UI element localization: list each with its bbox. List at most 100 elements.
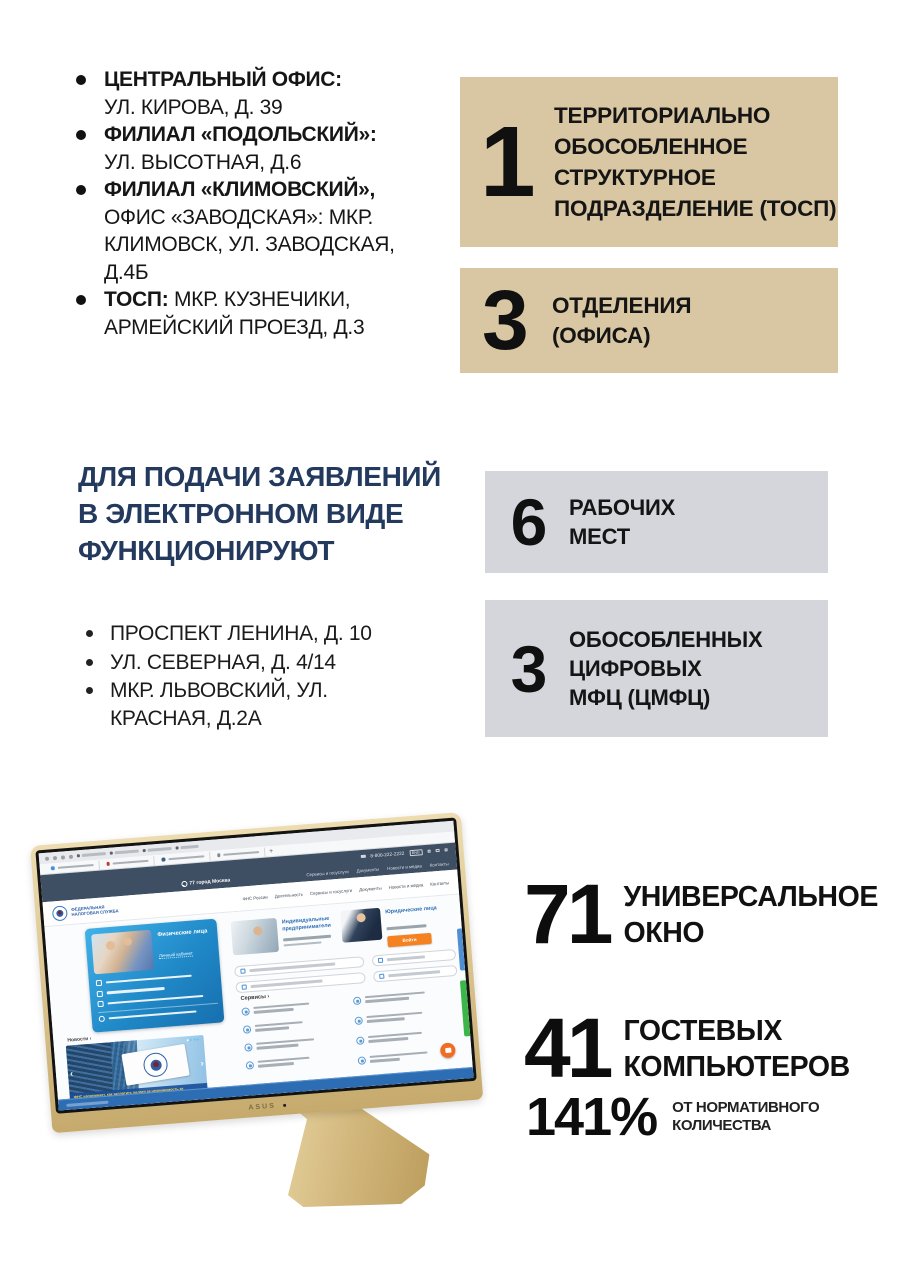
cabinet-icon (241, 1007, 250, 1016)
favicon-icon (50, 866, 55, 871)
service-item (242, 1021, 303, 1034)
doc-icon (97, 1000, 104, 1008)
bookmark-icon (109, 851, 113, 855)
stat-number: 141% (526, 1087, 658, 1147)
nav-item: Сервисы и госуслуги (309, 887, 353, 896)
phone-icon (242, 1025, 252, 1034)
list-item: ПРОСПЕКТ ЛЕНИНА, Д. 10 (80, 620, 410, 648)
grid-icon (98, 1015, 106, 1023)
favicon-icon (161, 857, 166, 862)
family-photo (91, 929, 155, 975)
stat-box-tosp: 1 ТЕРРИТОРИАЛЬНО ОБОСОБЛЕННОЕ СТРУКТУРНО… (460, 77, 838, 247)
electronic-locations-list: ПРОСПЕКТ ЛЕНИНА, Д. 10 УЛ. СЕВЕРНАЯ, Д. … (80, 620, 410, 733)
nav-item: Контакты (430, 879, 450, 887)
calendar-icon (355, 1036, 365, 1045)
globe-icon (244, 1043, 253, 1052)
nav-item: Деятельность (274, 891, 304, 899)
favicon-icon (106, 862, 110, 866)
stat-label: УНИВЕРСАЛЬНОЕ ОКНО (623, 880, 878, 949)
stat-universal-windows: 71 УНИВЕРСАЛЬНОЕ ОКНО (524, 866, 878, 963)
carousel-prev-icon: ‹ (69, 1068, 74, 1079)
news-title: Новости › (67, 1035, 92, 1044)
office-address: УЛ. ВЫСОТНАЯ, Д.6 (104, 150, 302, 174)
service-item (244, 1038, 315, 1052)
refresh-icon (68, 854, 74, 859)
monitor-bezel: + 8-800-222-2222 ENG (35, 817, 477, 1114)
office-title: ФИЛИАЛ «КЛИМОВСКИЙ», (104, 178, 376, 201)
individuals-links (95, 971, 219, 1027)
login-icon (443, 848, 448, 852)
monitor-frame: + 8-800-222-2222 ENG (30, 812, 484, 1134)
stat-number: 3 (510, 631, 548, 706)
stat-label: ОБОСОБЛЕННЫХ ЦИФРОВЫХ МФЦ (ЦМФЦ) (569, 627, 763, 710)
nav-item: Документы (358, 885, 382, 892)
chat-button (439, 1042, 456, 1059)
service-item (245, 1056, 310, 1070)
monitor-photo: + 8-800-222-2222 ENG (30, 812, 493, 1255)
text-placeholder (386, 924, 427, 930)
coins-icon (377, 957, 383, 963)
video-icon (360, 854, 366, 859)
stat-number: 3 (482, 273, 529, 367)
carousel-next-icon: › (200, 1058, 204, 1069)
fns-logo-icon (51, 904, 68, 921)
new-tab-icon: + (268, 847, 274, 855)
appeal-row (372, 964, 458, 983)
site-location: 77 город Москва (189, 877, 231, 887)
stat-box-cmfc: 3 ОБОСОБЛЕННЫХ ЦИФРОВЫХ МФЦ (ЦМФЦ) (485, 600, 828, 737)
fns-logo-text: ФЕДЕРАЛЬНАЯ НАЛОГОВАЯ СЛУЖБА (71, 903, 119, 917)
text-placeholder (283, 940, 322, 947)
site-content: Физические лица Личный кабинет Индивидуа… (44, 894, 474, 1111)
nav-item: Новости и медиа (386, 862, 422, 871)
gear-icon (352, 996, 362, 1006)
bookmark-item (175, 845, 199, 850)
service-item (357, 1051, 428, 1065)
bookmark-icon (175, 846, 179, 850)
doc-icon (245, 1061, 255, 1070)
nav-item: Новости и медиа (388, 881, 424, 890)
bookmark-icon (142, 848, 146, 853)
stat-box-offices: 3 ОТДЕЛЕНИЯ (ОФИСА) (460, 268, 838, 373)
stat-label: ОТДЕЛЕНИЯ (ОФИСА) (552, 292, 692, 348)
stat-number: 1 (480, 105, 536, 218)
text-placeholder (283, 934, 332, 941)
nav-item: ФНС России (242, 894, 268, 901)
individuals-title: Физические лица (157, 928, 208, 939)
stat-number: 6 (510, 485, 548, 559)
electronic-heading: ДЛЯ ПОДАЧИ ЗАЯВЛЕНИЙ В ЭЛЕКТРОННОМ ВИДЕ … (78, 461, 441, 566)
stat-guest-computers: 41 ГОСТЕВЫХ КОМПЬЮТЕРОВ (524, 1000, 883, 1097)
service-item (354, 1011, 423, 1026)
list-item: ТОСП: МКР. КУЗНЕЧИКИ, АРМЕЙСКИЙ ПРОЕЗД, … (72, 286, 412, 341)
bookmark-icon (76, 854, 81, 858)
services-title: Сервисы › (240, 993, 270, 1002)
mail-icon (379, 973, 384, 979)
site-phone: 8-800-222-2222 (370, 850, 405, 859)
asus-logo: ASUS (248, 1102, 277, 1112)
nav-item: Контакты (429, 860, 449, 868)
camera-dot-icon (282, 1103, 286, 1107)
login-button: Войти (387, 932, 432, 948)
search-icon (240, 968, 246, 974)
office-address: МКР. КУЗНЕЧИКИ, АРМЕЙСКИЙ ПРОЕЗД, Д.3 (104, 288, 365, 339)
list-item: ФИЛИАЛ «КЛИМОВСКИЙ», ОФИС «ЗАВОДСКАЯ»: М… (72, 176, 412, 286)
stat-label: ГОСТЕВЫХ КОМПЬЮТЕРОВ (623, 1014, 850, 1083)
location-pin-icon (181, 881, 186, 887)
cabinet-ribbon (456, 928, 466, 971)
wallet-icon (95, 979, 103, 987)
list-item: МКР. ЛЬВОВСКИЙ, УЛ. КРАСНАЯ, Д.2А (80, 677, 410, 732)
nav-item: Документы (356, 866, 380, 873)
list-item: УЛ. СЕВЕРНАЯ, Д. 4/14 (80, 649, 410, 677)
bookmark-item (76, 852, 106, 858)
doc-icon (241, 984, 247, 990)
eye-icon (435, 848, 440, 853)
language-switch: ENG (409, 848, 423, 856)
back-icon (52, 855, 58, 860)
service-item (241, 1002, 310, 1016)
legal-title: Юридические лица (385, 905, 437, 916)
fns-seal-icon (141, 1051, 170, 1079)
entrepreneur-photo (230, 917, 280, 956)
book-icon (357, 1056, 367, 1065)
stat-label: РАБОЧИХ МЕСТ (569, 495, 676, 549)
home-icon (44, 856, 50, 861)
